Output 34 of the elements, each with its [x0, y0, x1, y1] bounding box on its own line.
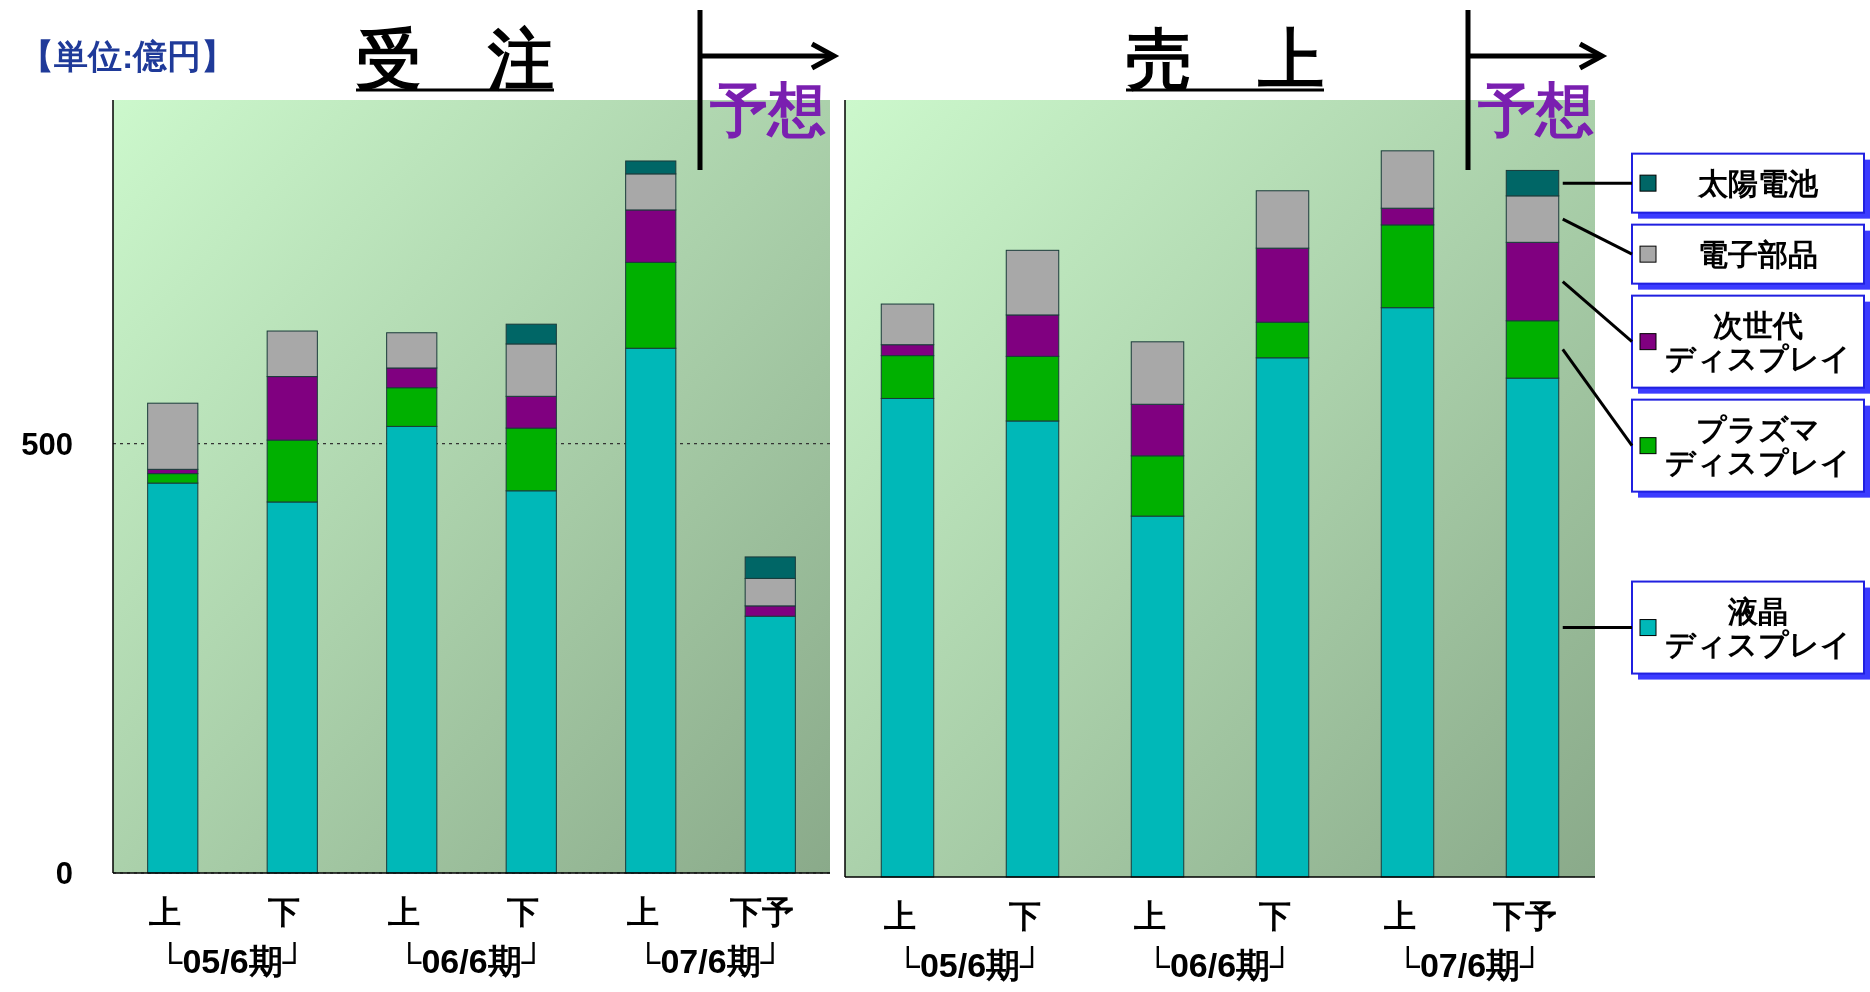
text: └05/6期┘	[158, 942, 307, 980]
legend-item: 太陽電池	[1562, 152, 1870, 219]
x-tick-label: 下	[1257, 898, 1291, 934]
x-tick-label: 上	[1132, 898, 1166, 934]
y-tick-label: 0	[55, 856, 73, 891]
chart-title: 売 上	[1126, 22, 1324, 96]
legend-label: 次世代ディスプレイ	[1665, 308, 1851, 375]
text: └07/6期┘	[1395, 946, 1545, 984]
legend-label: プラズマディスプレイ	[1665, 412, 1851, 479]
x-tick-label: 上	[147, 894, 181, 930]
legend-item: 液晶ディスプレイ	[1562, 580, 1870, 680]
bar	[147, 402, 199, 470]
legend-item: 電子部品	[1562, 217, 1870, 290]
text: 予想	[1477, 77, 1594, 142]
legend-label: 太陽電池	[1697, 166, 1819, 200]
x-tick-label: 下	[1007, 898, 1041, 934]
x-tick-label: 上	[625, 894, 659, 930]
legend-label: 電子部品	[1698, 237, 1818, 271]
x-tick-label: 上	[1382, 898, 1416, 934]
x-tick-label: 下	[267, 894, 301, 930]
y-tick-label: 500	[21, 426, 73, 462]
legend-item: 次世代ディスプレイ	[1561, 280, 1870, 394]
x-tick-label: 上	[386, 894, 420, 930]
text: └06/6期┘	[397, 942, 546, 980]
text: └07/6期┘	[636, 942, 785, 980]
text: └06/6期┘	[1145, 946, 1295, 984]
annotation: 予想	[709, 77, 826, 142]
text: 【単位:億円】	[20, 37, 236, 75]
chart-title: 受 注	[356, 22, 554, 96]
x-tick-label: 下予	[1491, 898, 1557, 934]
x-tick-label: 下予	[729, 894, 795, 930]
text: └05/6期┘	[895, 946, 1045, 984]
x-tick-label: 上	[882, 898, 916, 934]
x-tick-label: 下	[506, 894, 540, 930]
